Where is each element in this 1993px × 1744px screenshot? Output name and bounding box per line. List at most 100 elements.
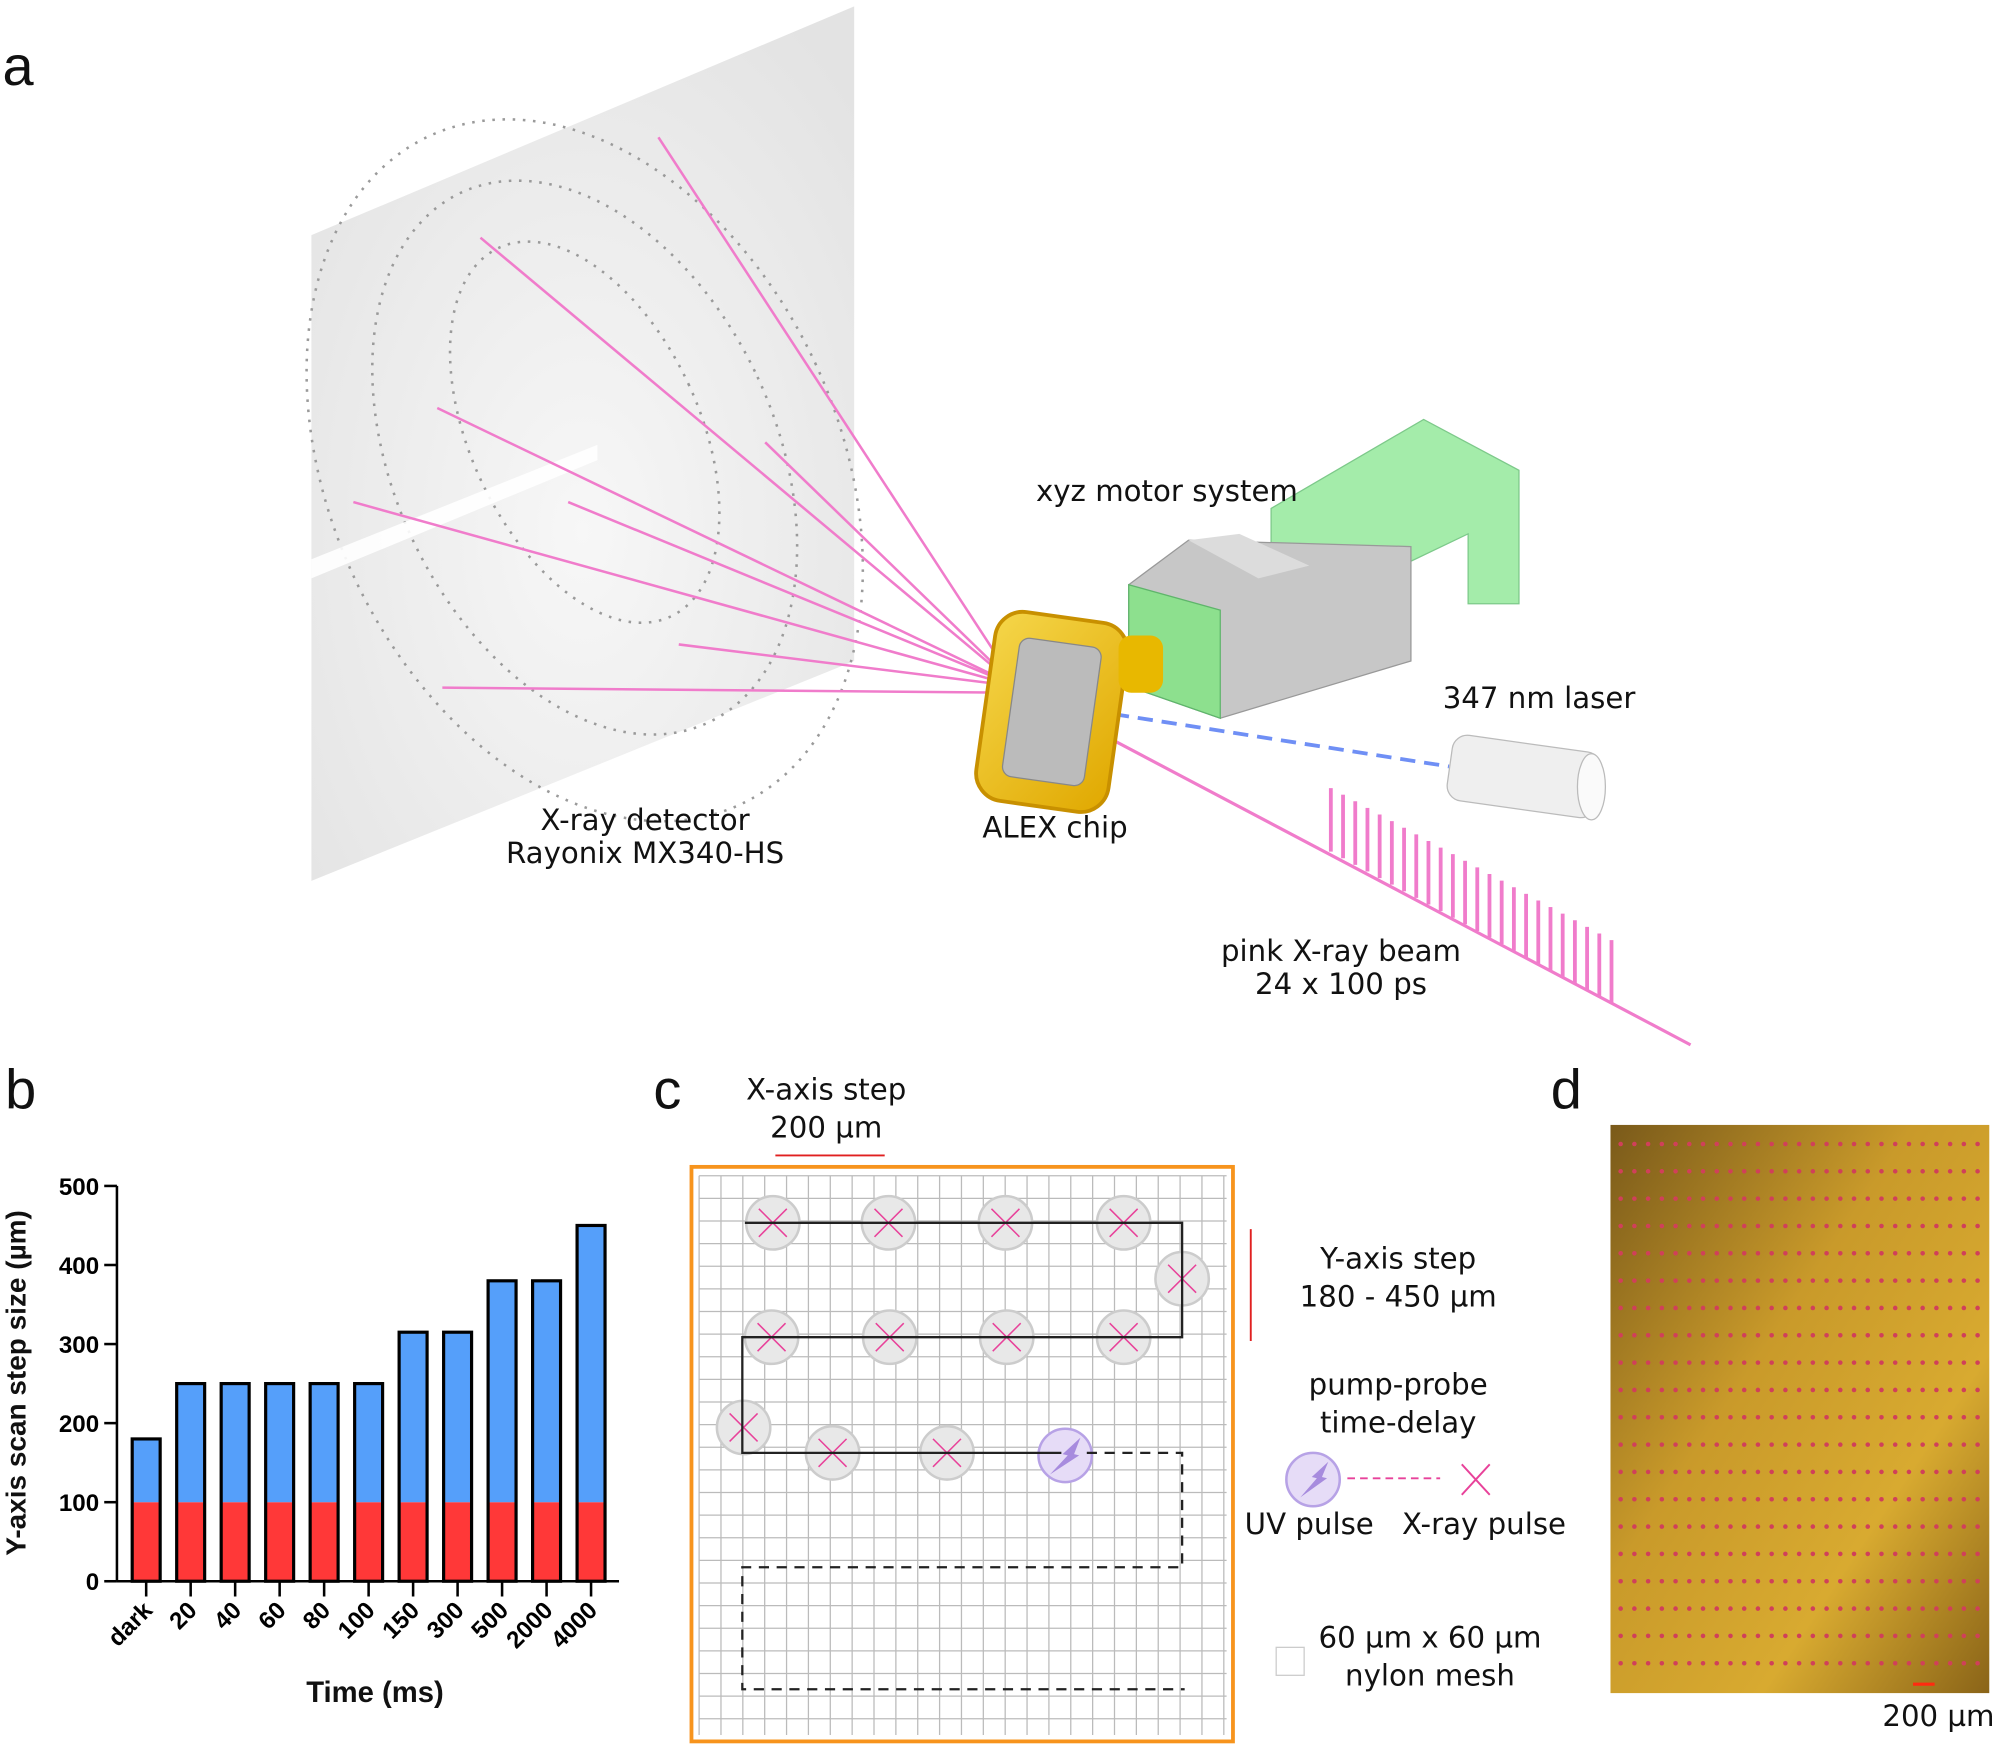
detector-label-line1: X-ray detector [540,804,750,838]
crystal-dot [1700,1305,1706,1311]
crystal-dot [1975,1606,1980,1611]
crystal-dot [1700,1469,1706,1475]
crystal-dot [1741,1196,1747,1201]
pink-x-ray-beam [1022,691,1692,1047]
crystal-dot [1632,1141,1637,1147]
crystal-dot [1618,1360,1623,1365]
crystal-dot [1920,1223,1925,1229]
crystal-dot [1783,1524,1788,1529]
crystal-dot [1810,1169,1816,1174]
crystal-dot [1906,1524,1912,1529]
crystal-dot [1810,1469,1816,1475]
crystal-dot [1769,1469,1774,1475]
panel-label-c: c [653,1058,682,1122]
crystal-dot [1618,1333,1623,1338]
crystal-dot [1645,1223,1651,1229]
crystal-dot [1920,1196,1925,1201]
crystal-dot [1920,1387,1925,1393]
crystal-dot [1632,1251,1637,1256]
crystal-dot [1961,1660,1967,1666]
crystal-dot [1879,1141,1884,1147]
crystal-dot [1851,1469,1857,1475]
crystal-dot [1838,1141,1843,1147]
crystal-dot [1783,1414,1788,1420]
crystal-dot [1783,1196,1788,1201]
crystal-dot [1659,1578,1665,1584]
beam-label: pink X-ray beam 24 x 100 ps [1214,936,1468,1002]
crystal-dot [1796,1196,1802,1201]
crystal-dot [1947,1387,1953,1393]
crystal-dot [1783,1578,1788,1584]
crystal-dot [1673,1305,1678,1311]
crystal-dot [1865,1360,1871,1365]
crystal-dot [1961,1469,1967,1475]
crystal-dot [1755,1387,1761,1393]
bar-remainder [222,1383,248,1503]
crystal-dot [1838,1551,1843,1557]
crystal-dot [1824,1278,1829,1283]
crystal-dot [1865,1578,1871,1584]
crystal-dot [1741,1442,1747,1447]
crystal-dot [1796,1606,1802,1611]
crystal-dot [1645,1251,1651,1256]
laser-label: 347 nm laser [1442,682,1636,716]
crystal-dot [1714,1578,1720,1584]
crystal-dot [1934,1496,1939,1502]
crystal-dot [1810,1414,1816,1420]
crystal-dot [1700,1633,1706,1639]
y-tick-label: 100 [59,1490,99,1517]
crystal-dot [1645,1414,1651,1420]
crystal-dot [1838,1223,1843,1229]
crystal-dot [1714,1305,1720,1311]
crystal-dot [1796,1305,1802,1311]
crystal-dot [1687,1196,1692,1201]
crystal-dot [1796,1169,1802,1174]
crystal-dot [1824,1223,1829,1229]
panel-label-b: b [5,1058,37,1122]
crystal-dot [1687,1414,1692,1420]
crystal-dot [1632,1606,1637,1611]
crystal-dot [1645,1633,1651,1639]
crystal-dot [1645,1469,1651,1475]
crystal-dot [1892,1360,1898,1365]
bar-base [444,1502,471,1582]
crystal-dot [1632,1333,1637,1338]
crystal-dot [1659,1633,1665,1639]
crystal-dot [1975,1442,1980,1447]
crystal-dot [1659,1660,1665,1666]
crystal-dot [1645,1660,1651,1666]
crystal-dot [1947,1496,1953,1502]
crystal-dot [1659,1305,1665,1311]
crystal-dot [1632,1496,1637,1502]
bar-base [533,1502,560,1582]
crystal-dot [1714,1414,1720,1420]
crystal-dot [1700,1606,1706,1611]
crystal-dot [1673,1551,1678,1557]
crystal-dot [1687,1223,1692,1229]
y-tick-label: 500 [59,1174,99,1201]
legend-uv-xray [1285,1451,1491,1508]
crystal-dot [1947,1606,1953,1611]
y-tick-label: 200 [59,1411,99,1438]
x-ray-detector [311,6,855,881]
crystal-dot [1687,1442,1692,1447]
crystal-dot [1700,1223,1706,1229]
crystal-dot [1659,1360,1665,1365]
crystal-dot [1728,1251,1733,1256]
crystal-dot [1851,1578,1857,1584]
crystal-dot [1632,1660,1637,1666]
crystal-dot [1741,1278,1747,1283]
crystal-dot [1673,1442,1678,1447]
crystal-dot [1824,1387,1829,1393]
crystal-dot [1975,1223,1980,1229]
setup-illustration [305,6,1692,1047]
crystal-dot [1975,1278,1980,1283]
crystal-dot [1769,1496,1774,1502]
crystal-dot [1728,1169,1733,1174]
crystal-dot [1755,1578,1761,1584]
crystal-dot [1934,1633,1939,1639]
crystal-dot [1728,1305,1733,1311]
crystal-dot [1687,1333,1692,1338]
crystal-dot [1741,1469,1747,1475]
crystal-dot [1741,1551,1747,1557]
